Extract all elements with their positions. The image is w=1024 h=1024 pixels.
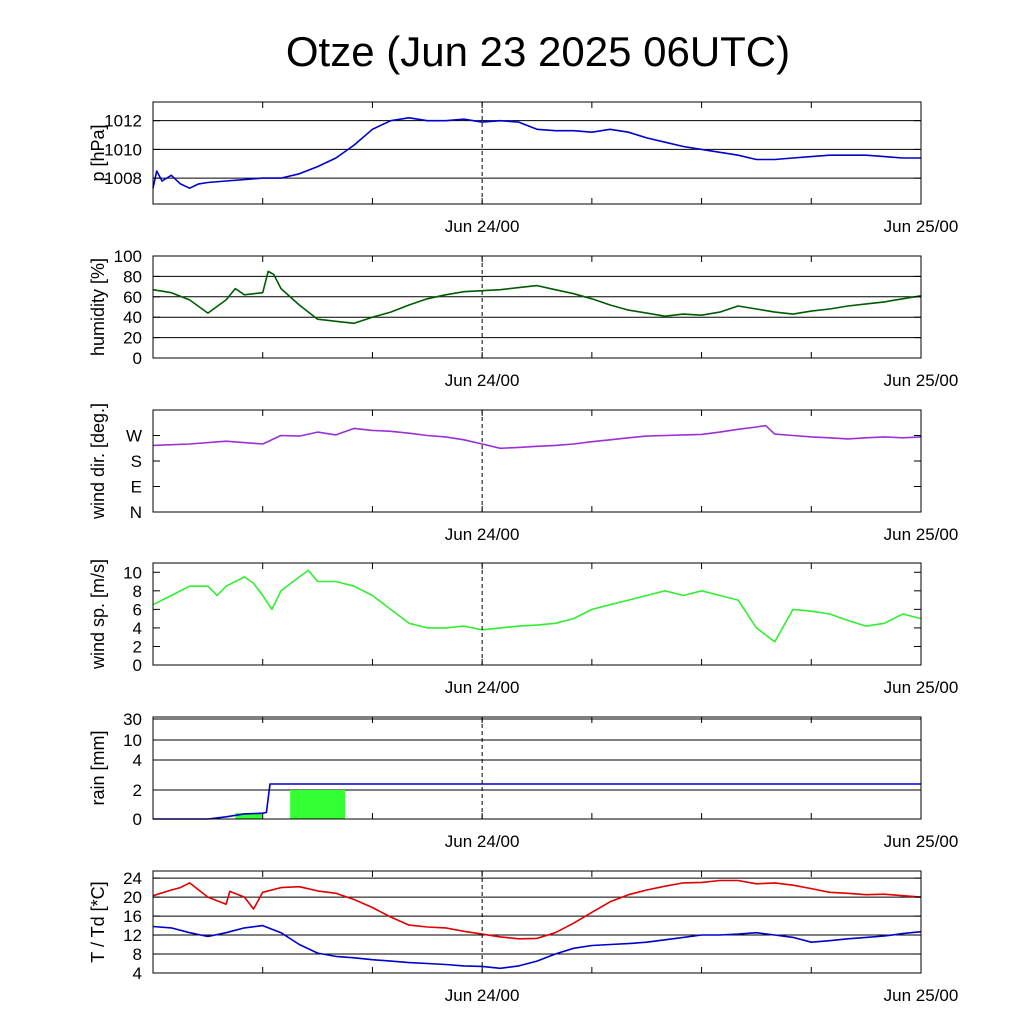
- y-tick-label: 2: [133, 637, 142, 656]
- x-tick-label: Jun 24/00: [445, 678, 520, 697]
- y-tick-label: 16: [123, 907, 142, 926]
- y-tick-label: 2: [133, 781, 142, 800]
- x-tick-label: Jun 24/00: [445, 371, 520, 390]
- y-tick-label: 24: [123, 869, 142, 888]
- panel-frame: [152, 562, 922, 666]
- panel-frame: [152, 870, 922, 974]
- y-tick-label: W: [126, 427, 142, 446]
- y-tick-label: 10: [123, 731, 142, 750]
- x-tick-label: Jun 24/00: [445, 217, 520, 236]
- y-tick-label: 0: [133, 349, 142, 368]
- y-tick-label: 0: [133, 810, 142, 829]
- series-line-wind_speed: [152, 569, 922, 643]
- y-axis-label: T / Td [*C]: [88, 881, 108, 962]
- series-line-pressure: [152, 117, 921, 189]
- y-tick-label: 1010: [104, 140, 142, 159]
- x-tick-label: Jun 24/00: [445, 525, 520, 544]
- y-axis-label: wind sp. [m/s]: [88, 559, 108, 670]
- y-tick-label: 20: [123, 888, 142, 907]
- y-tick-label: 40: [123, 308, 142, 327]
- y-axis-label: p [hPa]: [88, 124, 108, 181]
- y-tick-label: N: [130, 503, 142, 522]
- x-tick-label: Jun 25/00: [884, 986, 959, 1005]
- y-tick-label: 6: [133, 600, 142, 619]
- x-tick-label: Jun 24/00: [445, 986, 520, 1005]
- y-tick-label: 20: [123, 329, 142, 348]
- rain-bar: [235, 813, 263, 819]
- series-line-humidity: [152, 270, 922, 325]
- y-tick-label: 4: [133, 751, 142, 770]
- panel-frame: [152, 716, 922, 820]
- y-tick-label: 60: [123, 288, 142, 307]
- y-tick-label: 1012: [104, 112, 142, 131]
- x-tick-label: Jun 25/00: [884, 525, 959, 544]
- panel-rain: Jun 24/00 Jun 25/00 0 2 410 30 rain [mm]: [88, 710, 958, 851]
- y-tick-label: 80: [123, 267, 142, 286]
- chart-title: Otze (Jun 23 2025 06UTC): [286, 28, 790, 75]
- series-line-wind_dir: [152, 424, 922, 450]
- y-tick-label: 8: [133, 582, 142, 601]
- y-axis-label: wind dir. [deg.]: [88, 403, 108, 520]
- y-tick-label: 100: [114, 247, 142, 266]
- rain-bar: [290, 790, 345, 819]
- series-line-dewpoint: [152, 924, 922, 970]
- x-tick-label: Jun 25/00: [884, 832, 959, 851]
- x-tick-label: Jun 25/00: [884, 371, 959, 390]
- y-tick-label: 12: [123, 926, 142, 945]
- y-tick-label: 4: [133, 619, 142, 638]
- y-tick-label: 0: [133, 656, 142, 675]
- y-tick-label: S: [131, 452, 142, 471]
- series-line-rain_line: [153, 783, 921, 820]
- y-tick-label: 8: [133, 945, 142, 964]
- y-axis-label: humidity [%]: [88, 258, 108, 356]
- y-tick-label: E: [131, 478, 142, 497]
- x-tick-label: Jun 25/00: [884, 217, 959, 236]
- x-tick-label: Jun 25/00: [884, 678, 959, 697]
- y-tick-label: 10: [123, 563, 142, 582]
- y-tick-label: 1008: [104, 169, 142, 188]
- panel-frame: [152, 255, 922, 359]
- panel-frame: [152, 101, 922, 205]
- panel-frame: [152, 409, 922, 513]
- y-axis-label: rain [mm]: [88, 730, 108, 805]
- x-tick-label: Jun 24/00: [445, 832, 520, 851]
- y-tick-label: 30: [123, 710, 142, 729]
- y-tick-label: 4: [133, 964, 142, 983]
- series-line-temperature: [152, 879, 922, 940]
